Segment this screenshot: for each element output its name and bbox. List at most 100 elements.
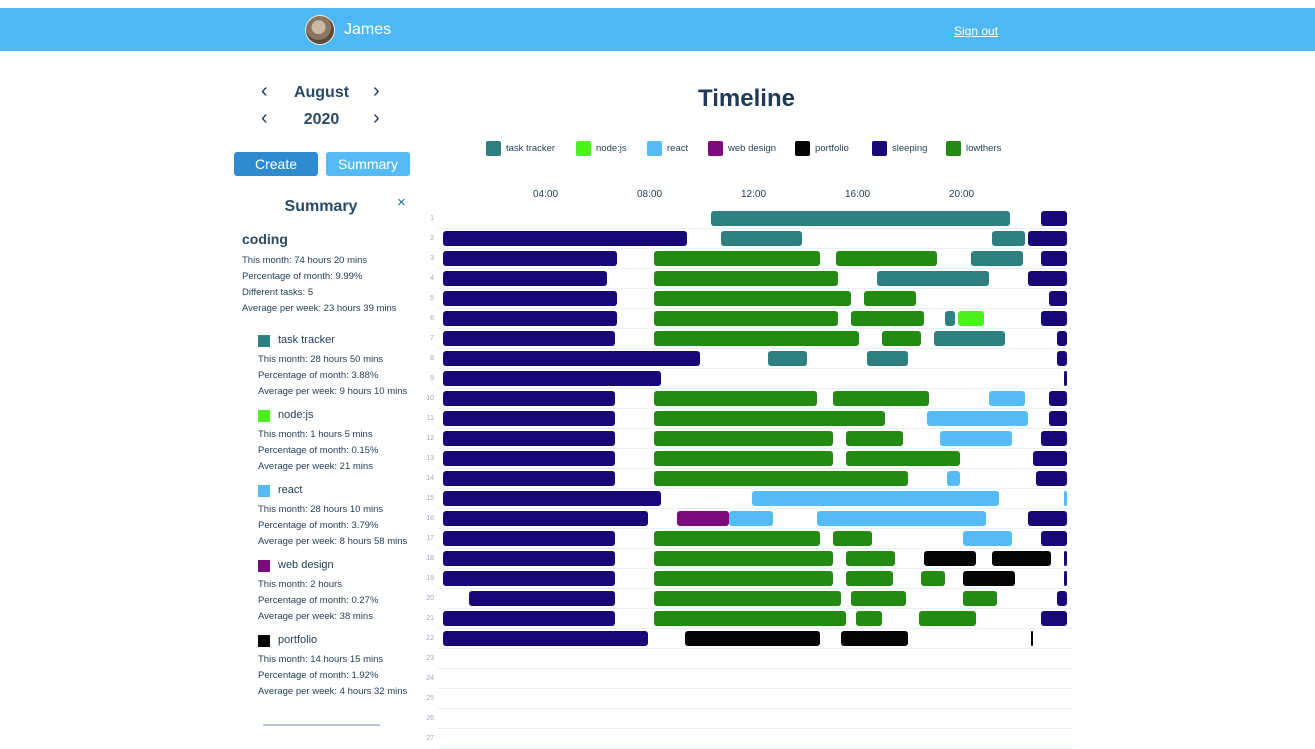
timeline-block-sleeping[interactable] — [1056, 351, 1067, 366]
timeline-block-sleeping[interactable] — [1048, 411, 1067, 426]
timeline-block-lowthers[interactable] — [653, 311, 839, 326]
timeline-block-node-js[interactable] — [957, 311, 984, 326]
timeline-block-lowthers[interactable] — [653, 471, 909, 486]
timeline-block-sleeping[interactable] — [443, 411, 615, 426]
timeline-block-sleeping[interactable] — [1041, 431, 1067, 446]
timeline-block-sleeping[interactable] — [443, 371, 662, 386]
timeline-block-sleeping[interactable] — [443, 451, 615, 466]
timeline-block-react[interactable] — [926, 411, 1028, 426]
timeline-block-task-tracker[interactable] — [710, 211, 1010, 226]
timeline-block-lowthers[interactable] — [653, 531, 820, 546]
timeline-block-portfolio[interactable] — [963, 571, 1015, 586]
timeline-block-lowthers[interactable] — [833, 391, 930, 406]
timeline-block-lowthers[interactable] — [653, 271, 839, 286]
timeline-block-lowthers[interactable] — [835, 251, 937, 266]
timeline-block-lowthers[interactable] — [653, 391, 818, 406]
timeline-block-sleeping[interactable] — [1033, 451, 1067, 466]
timeline-block-sleeping[interactable] — [443, 311, 618, 326]
timeline-block-react[interactable] — [817, 511, 987, 526]
timeline-block-sleeping[interactable] — [443, 351, 701, 366]
timeline-block-lowthers[interactable] — [921, 571, 945, 586]
timeline-block-task-tracker[interactable] — [768, 351, 807, 366]
timeline-block-sleeping[interactable] — [443, 631, 649, 646]
timeline-block-portfolio[interactable] — [924, 551, 976, 566]
timeline-block-sleeping[interactable] — [443, 571, 615, 586]
timeline-block-lowthers[interactable] — [653, 431, 833, 446]
sign-out-link[interactable]: Sign out — [954, 24, 999, 38]
timeline-block-sleeping[interactable] — [443, 331, 615, 346]
timeline-block-lowthers[interactable] — [653, 411, 885, 426]
timeline-block-lowthers[interactable] — [864, 291, 917, 306]
timeline-block-sleeping[interactable] — [443, 231, 688, 246]
timeline-block-portfolio[interactable] — [684, 631, 820, 646]
timeline-block-sleeping[interactable] — [443, 431, 615, 446]
timeline-block-sleeping[interactable] — [1064, 571, 1067, 586]
timeline-block-lowthers[interactable] — [653, 611, 846, 626]
prev-month-chevron-left-icon[interactable]: ‹ — [261, 80, 268, 102]
summary-button[interactable]: Summary — [326, 152, 410, 176]
timeline-block-task-tracker[interactable] — [944, 311, 956, 326]
timeline-block-lowthers[interactable] — [918, 611, 976, 626]
timeline-block-react[interactable] — [947, 471, 961, 486]
timeline-block-lowthers[interactable] — [856, 611, 883, 626]
next-year-chevron-right-icon[interactable]: › — [373, 107, 380, 129]
timeline-block-task-tracker[interactable] — [721, 231, 802, 246]
timeline-block-sleeping[interactable] — [443, 271, 607, 286]
timeline-block-sleeping[interactable] — [1041, 311, 1067, 326]
timeline-block-portfolio[interactable] — [840, 631, 909, 646]
timeline-block-sleeping[interactable] — [1041, 251, 1067, 266]
timeline-block-react[interactable] — [729, 511, 774, 526]
timeline-block-lowthers[interactable] — [851, 311, 924, 326]
timeline-block-sleeping[interactable] — [1041, 211, 1067, 226]
timeline-block-sleeping[interactable] — [1041, 531, 1067, 546]
timeline-block-lowthers[interactable] — [653, 251, 820, 266]
timeline-block-sleeping[interactable] — [1028, 511, 1067, 526]
timeline-block-sleeping[interactable] — [1056, 331, 1067, 346]
timeline-block-sleeping[interactable] — [443, 531, 615, 546]
timeline-block-portfolio[interactable] — [991, 551, 1052, 566]
timeline-block-lowthers[interactable] — [963, 591, 997, 606]
timeline-block-portfolio[interactable] — [1030, 631, 1034, 646]
timeline-block-lowthers[interactable] — [653, 591, 841, 606]
timeline-block-lowthers[interactable] — [882, 331, 922, 346]
timeline-block-lowthers[interactable] — [833, 531, 872, 546]
timeline-block-react[interactable] — [1064, 491, 1067, 506]
timeline-block-lowthers[interactable] — [846, 431, 904, 446]
timeline-block-lowthers[interactable] — [653, 331, 859, 346]
timeline-block-react[interactable] — [939, 431, 1013, 446]
close-icon[interactable]: × — [397, 194, 406, 211]
timeline-block-task-tracker[interactable] — [970, 251, 1023, 266]
timeline-block-sleeping[interactable] — [443, 391, 615, 406]
timeline-block-task-tracker[interactable] — [877, 271, 989, 286]
timeline-block-lowthers[interactable] — [851, 591, 906, 606]
timeline-block-task-tracker[interactable] — [866, 351, 909, 366]
timeline-block-sleeping[interactable] — [443, 291, 618, 306]
timeline-block-sleeping[interactable] — [443, 491, 662, 506]
timeline-block-react[interactable] — [752, 491, 1000, 506]
timeline-block-lowthers[interactable] — [653, 551, 833, 566]
timeline-block-sleeping[interactable] — [443, 511, 649, 526]
timeline-block-sleeping[interactable] — [443, 471, 615, 486]
timeline-block-sleeping[interactable] — [443, 251, 618, 266]
timeline-block-sleeping[interactable] — [443, 611, 615, 626]
timeline-block-task-tracker[interactable] — [991, 231, 1026, 246]
timeline-block-react[interactable] — [963, 531, 1013, 546]
timeline-block-sleeping[interactable] — [1056, 591, 1067, 606]
timeline-block-sleeping[interactable] — [1064, 371, 1067, 386]
timeline-block-web-design[interactable] — [677, 511, 729, 526]
timeline-block-sleeping[interactable] — [469, 591, 615, 606]
timeline-block-sleeping[interactable] — [1064, 551, 1067, 566]
timeline-block-sleeping[interactable] — [1048, 391, 1067, 406]
timeline-block-sleeping[interactable] — [1028, 271, 1067, 286]
timeline-block-sleeping[interactable] — [1028, 231, 1067, 246]
timeline-block-lowthers[interactable] — [653, 451, 833, 466]
avatar[interactable] — [305, 15, 335, 45]
prev-year-chevron-left-icon[interactable]: ‹ — [261, 107, 268, 129]
create-button[interactable]: Create — [234, 152, 318, 176]
next-month-chevron-right-icon[interactable]: › — [373, 80, 380, 102]
timeline-block-sleeping[interactable] — [1041, 611, 1067, 626]
timeline-block-react[interactable] — [989, 391, 1026, 406]
timeline-block-lowthers[interactable] — [846, 571, 893, 586]
timeline-block-task-tracker[interactable] — [934, 331, 1005, 346]
timeline-block-sleeping[interactable] — [1035, 471, 1067, 486]
